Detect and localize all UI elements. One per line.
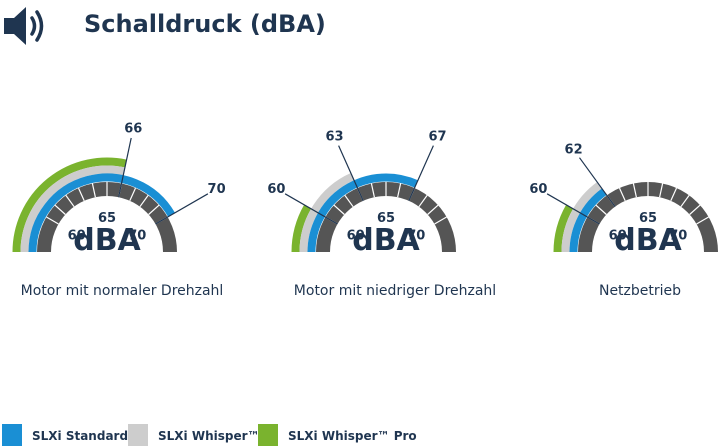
gauge-normal-callout-value: 70 [208, 182, 226, 197]
gauge-mains-unit: dBA [614, 223, 682, 258]
legend-swatch-standard [2, 424, 22, 446]
gauge-normal-tick-64 [91, 183, 96, 198]
gauge-mains-tick-70 [696, 216, 709, 225]
gauge-normal-tick-61 [54, 204, 66, 215]
gauge-mains-callout-line [546, 193, 600, 225]
gauge-normal-tick-68 [139, 195, 149, 208]
header: Schalldruck (dBA) [0, 0, 723, 56]
gauge-mains-arc-0 [569, 188, 607, 253]
gauge-normal-unit: dBA [73, 223, 141, 258]
gauge-low-callout-value: 60 [267, 182, 285, 197]
gauge-low-callout-value: 67 [428, 129, 446, 144]
gauge-normal-arc-1 [20, 165, 125, 253]
gauge-normal-tick-67 [129, 187, 137, 202]
speaker-icon [4, 7, 44, 45]
gauge-low-callout-line [408, 145, 434, 202]
gauge-label-low: Motor mit niedriger Drehzahl [293, 283, 497, 299]
gauge-low-tick-62 [344, 195, 354, 208]
gauge-low-callout-value: 63 [325, 129, 343, 144]
legend: SLXi Standard SLXi Whisper™ SLXi Whisper… [0, 424, 723, 446]
gauge-mains-callout-value: 62 [565, 143, 583, 158]
gauge-label-normal: Motor mit normaler Drehzahl [20, 283, 224, 299]
gauge-low-scale-label: 65 [377, 211, 395, 226]
gauge-low-scale-label: 60 [347, 229, 365, 244]
legend-label-standard: SLXi Standard [32, 429, 129, 443]
gauge-low-tick-61 [333, 204, 345, 215]
gauge-mains-arc-1 [561, 182, 602, 253]
gauge-normal-tick-62 [65, 195, 75, 208]
gauge-low-callout-line [284, 193, 338, 225]
gauge-low-arc-0 [307, 173, 418, 253]
gauge-normal-callout-line [155, 193, 209, 225]
gauge-mains-scale-label: 70 [669, 229, 687, 244]
legend-swatch-whisper [128, 424, 148, 446]
gauge-mains-arc-2 [553, 204, 574, 253]
gauge-low-tick-64 [370, 183, 375, 198]
gauge-mains-tick-64 [632, 183, 637, 198]
gauge-low-tick-68 [418, 195, 428, 208]
gauge-mains-callout-value: 60 [529, 182, 547, 197]
page-title: Schalldruck (dBA) [84, 10, 326, 38]
gauge-mains-tick-61 [595, 204, 607, 215]
gauge-normal-tick-69 [148, 204, 160, 215]
gauge-mains-scale-label: 60 [609, 229, 627, 244]
gauge-normal-scale-label: 70 [128, 229, 146, 244]
gauge-mains-tick-63 [618, 187, 626, 202]
gauge-normal-scale-label: 60 [68, 229, 86, 244]
gauge-low-unit: dBA [352, 223, 420, 258]
gauge-normal-arc-2 [12, 157, 127, 253]
gauge-mains-tick-69 [689, 204, 701, 215]
gauge-low-arc-1 [299, 172, 355, 253]
gauge-mains-tick-66 [659, 183, 664, 198]
gauge-normal-arc-0 [28, 173, 175, 253]
gauge-normal-callout-value: 66 [124, 121, 142, 136]
gauge-low-tick-66 [397, 183, 402, 198]
gauge-low-scale-label: 70 [407, 229, 425, 244]
legend-swatch-whisper-pro [258, 424, 278, 446]
gauge-normal-callout-line [118, 137, 132, 198]
gauge-mains-tick-67 [670, 187, 678, 202]
gauge-low-callout-line [338, 145, 364, 202]
legend-label-whisper-pro: SLXi Whisper™ Pro [288, 429, 417, 443]
gauge-low-tick-69 [427, 204, 439, 215]
gauge-normal-scale-label: 65 [98, 211, 116, 226]
gauge-low-arc-2 [291, 204, 312, 253]
gauge-normal-tick-60 [46, 216, 59, 225]
legend-label-whisper: SLXi Whisper™ [158, 429, 260, 443]
gauge-mains-tick-68 [680, 195, 690, 208]
gauge-label-mains: Netzbetrieb [598, 283, 682, 299]
gauge-mains-callout-line [579, 157, 616, 208]
gauge-normal-tick-63 [77, 187, 85, 202]
gauge-low-tick-70 [434, 216, 447, 225]
gauge-mains-scale-label: 65 [639, 211, 657, 226]
